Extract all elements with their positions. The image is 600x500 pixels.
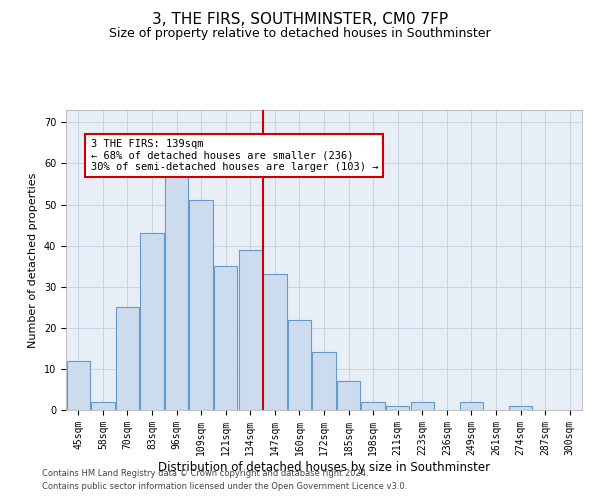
Bar [410,402,434,410]
Bar [116,308,139,410]
Bar [214,266,238,410]
Bar [263,274,287,410]
Bar [140,234,164,410]
Bar [460,402,483,410]
Text: Size of property relative to detached houses in Southminster: Size of property relative to detached ho… [109,28,491,40]
Bar [239,250,262,410]
X-axis label: Distribution of detached houses by size in Southminster: Distribution of detached houses by size … [158,460,490,473]
Bar [190,200,213,410]
Y-axis label: Number of detached properties: Number of detached properties [28,172,38,348]
Text: 3 THE FIRS: 139sqm
← 68% of detached houses are smaller (236)
30% of semi-detach: 3 THE FIRS: 139sqm ← 68% of detached hou… [91,139,378,172]
Bar [313,352,335,410]
Bar [67,360,90,410]
Bar [361,402,385,410]
Bar [337,381,360,410]
Bar [288,320,311,410]
Bar [165,172,188,410]
Bar [509,406,532,410]
Text: Contains HM Land Registry data © Crown copyright and database right 2024.: Contains HM Land Registry data © Crown c… [42,468,368,477]
Text: 3, THE FIRS, SOUTHMINSTER, CM0 7FP: 3, THE FIRS, SOUTHMINSTER, CM0 7FP [152,12,448,28]
Bar [386,406,409,410]
Bar [91,402,115,410]
Text: Contains public sector information licensed under the Open Government Licence v3: Contains public sector information licen… [42,482,407,491]
